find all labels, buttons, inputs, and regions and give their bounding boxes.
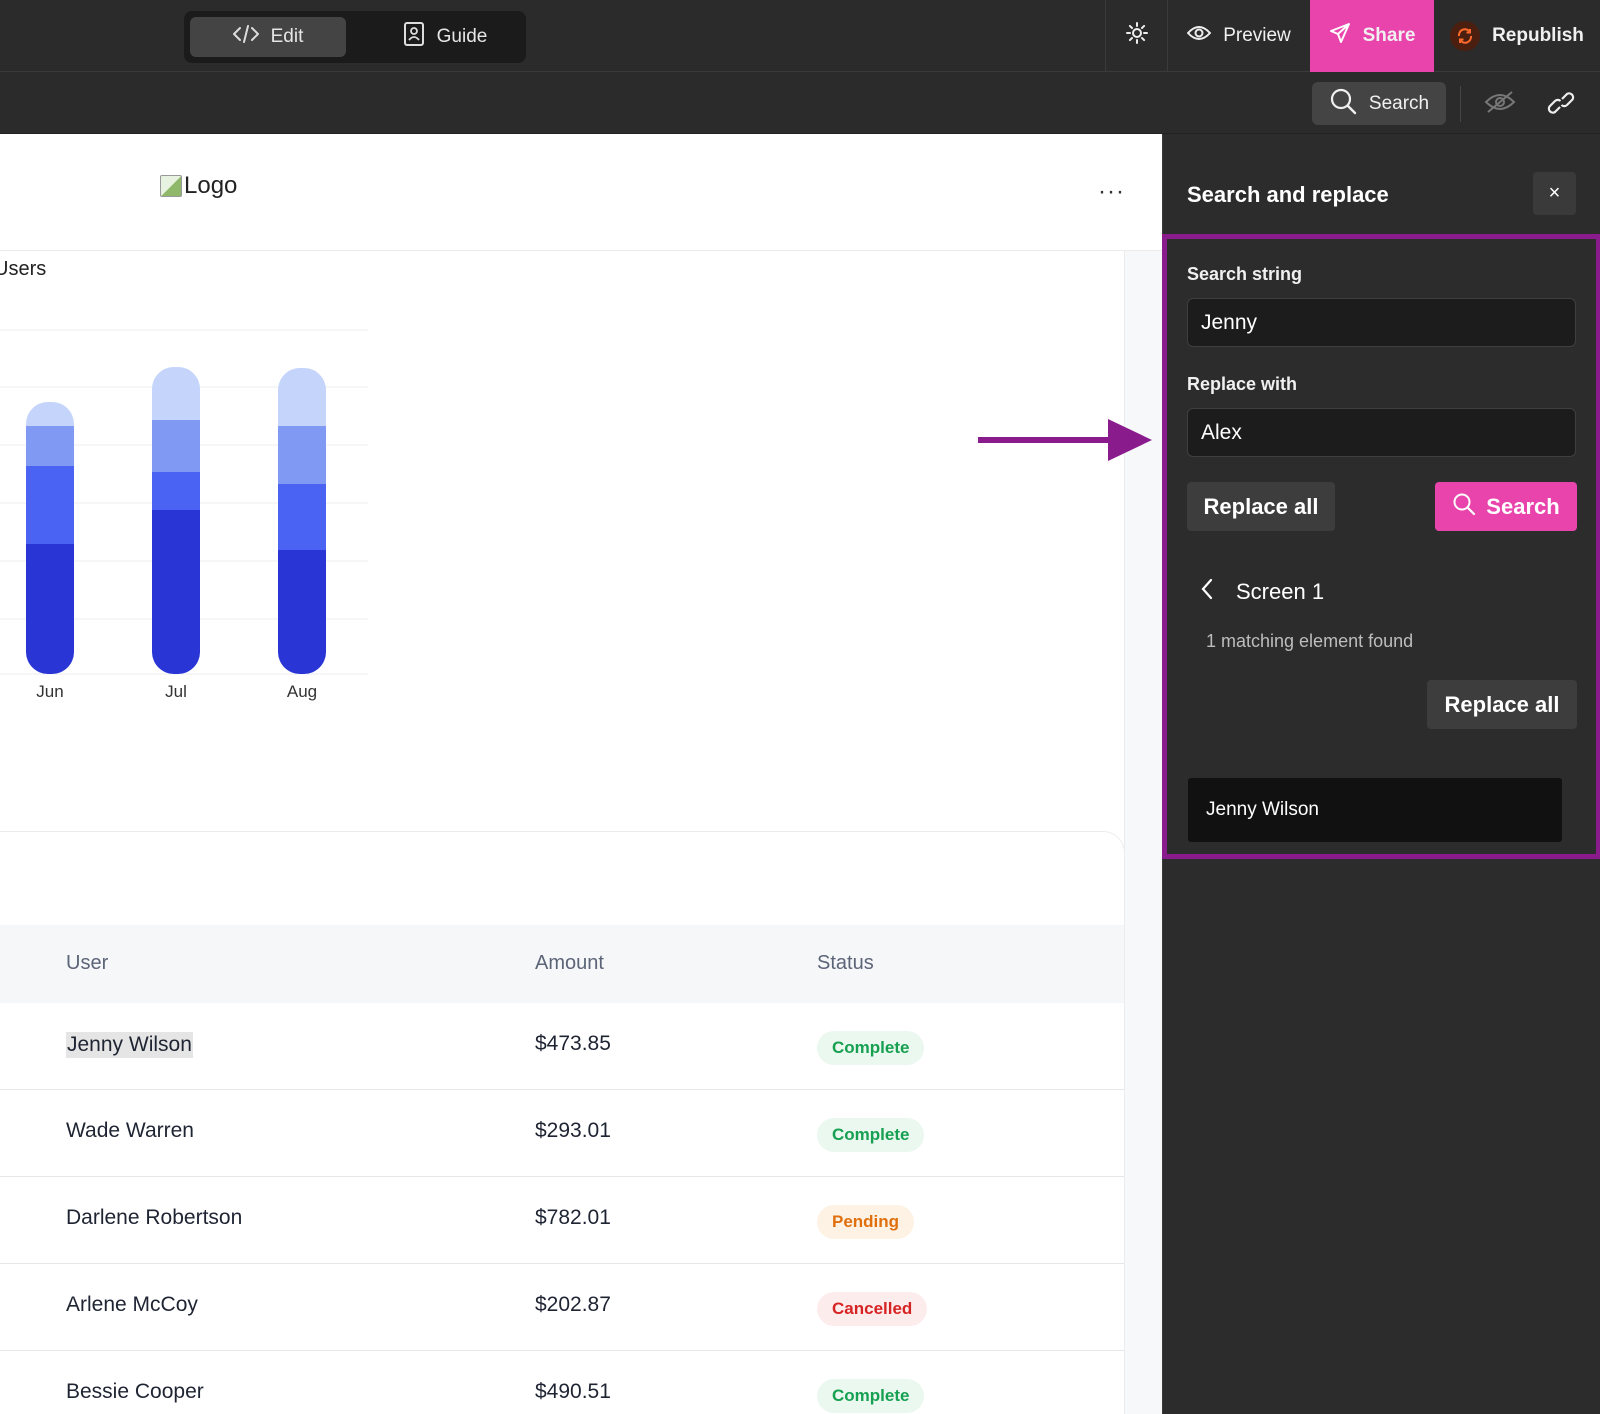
refresh-icon (1450, 21, 1481, 51)
matching-element-item[interactable]: Jenny Wilson (1188, 778, 1562, 842)
settings-button[interactable] (1105, 0, 1167, 72)
bar-segment-jun-1 (26, 544, 74, 674)
chevron-left-icon (1200, 578, 1214, 606)
match-count-text: 1 matching element found (1206, 631, 1414, 651)
secondary-toolbar: Search (0, 72, 1600, 134)
cell-user: Jenny Wilson (66, 1032, 193, 1058)
bar-segment-jun-4 (26, 402, 74, 426)
column-header-user[interactable]: User (66, 952, 109, 974)
mode-toggle: Edit Guide (184, 11, 526, 63)
screen-name: Screen 1 (1236, 579, 1325, 604)
send-icon (1329, 22, 1351, 50)
x-tick-label: Jun (36, 682, 63, 701)
cell-user: Bessie Cooper (66, 1380, 204, 1403)
users-bar-chart: Jun Jul Aug (0, 329, 368, 701)
cell-amount: $782.01 (535, 1206, 611, 1229)
bar-segment-aug-4 (278, 368, 326, 426)
status-badge: Complete (817, 1031, 925, 1065)
table-row[interactable]: Wade Warren $293.01 Complete (0, 1090, 1124, 1177)
close-icon: × (1548, 182, 1561, 204)
chart-title: Users (0, 258, 47, 280)
bar-segment-jun-3 (26, 426, 74, 466)
eye-icon (1186, 24, 1212, 48)
bar-segment-aug-1 (278, 550, 326, 674)
column-header-amount[interactable]: Amount (535, 952, 604, 974)
app-header: Logo ··· (0, 134, 1162, 251)
edit-mode-button[interactable]: Edit (190, 17, 346, 57)
eye-off-icon (1484, 90, 1516, 119)
republish-label: Republish (1492, 25, 1584, 46)
table-row[interactable]: Darlene Robertson $782.01 Pending (0, 1177, 1124, 1264)
bar-segment-jul-4 (152, 367, 200, 420)
guide-icon (403, 22, 425, 52)
cell-amount: $202.87 (535, 1293, 611, 1316)
share-button[interactable]: Share (1310, 0, 1434, 72)
hide-button[interactable] (1482, 86, 1518, 122)
screen-result-header[interactable]: Screen 1 (1200, 578, 1324, 606)
bar-segment-jul-2 (152, 472, 200, 510)
cell-user: Darlene Robertson (66, 1206, 243, 1229)
close-panel-button[interactable]: × (1533, 172, 1576, 215)
search-string-label: Search string (1187, 264, 1303, 284)
replace-all-screen-button[interactable]: Replace all (1427, 680, 1577, 729)
cell-amount: $473.85 (535, 1032, 611, 1055)
search-string-input[interactable]: Jenny (1187, 298, 1576, 347)
cell-user: Arlene McCoy (66, 1293, 198, 1316)
table-header (0, 925, 1124, 1003)
top-toolbar: Edit Guide Preview Share (0, 0, 1600, 72)
share-label: Share (1362, 25, 1416, 46)
top-actions: Preview Share Republish (1105, 0, 1600, 72)
bar-segment-jul-1 (152, 510, 200, 674)
search-button[interactable]: Search (1435, 482, 1577, 531)
guide-label: Guide (436, 26, 488, 47)
status-badge: Complete (817, 1118, 925, 1152)
search-replace-toggle[interactable]: Search (1312, 82, 1446, 125)
annotation-highlight-box (1162, 234, 1600, 859)
cell-amount: $490.51 (535, 1380, 611, 1403)
table-row[interactable]: Jenny Wilson $473.85 Complete (0, 1003, 1124, 1090)
link-button[interactable] (1543, 86, 1579, 122)
status-badge: Cancelled (817, 1292, 928, 1326)
status-badge: Pending (817, 1205, 915, 1239)
guide-mode-button[interactable]: Guide (380, 17, 510, 57)
annotation-arrow-icon (978, 419, 1152, 461)
search-button-label: Search (1486, 493, 1560, 519)
x-tick-label: Jul (165, 682, 187, 701)
divider (1460, 86, 1461, 122)
search-label: Search (1368, 92, 1430, 114)
logo: Logo (160, 172, 237, 200)
link-icon (1547, 88, 1575, 121)
more-menu-icon[interactable]: ··· (1098, 178, 1125, 205)
replace-all-button[interactable]: Replace all (1187, 482, 1335, 531)
bar-segment-jun-2 (26, 466, 74, 544)
edit-label: Edit (270, 26, 304, 47)
search-replace-panel: Search and replace (1162, 134, 1600, 1414)
bar-segment-aug-3 (278, 426, 326, 484)
search-icon (1329, 87, 1357, 121)
replace-with-input[interactable]: Alex (1187, 408, 1576, 457)
cell-user: Wade Warren (66, 1119, 194, 1142)
x-tick-label: Aug (287, 682, 317, 701)
table-row[interactable]: Bessie Cooper $490.51 Complete (0, 1351, 1124, 1414)
table-row[interactable]: Arlene McCoy $202.87 Cancelled (0, 1264, 1124, 1351)
status-badge: Complete (817, 1379, 925, 1413)
cell-amount: $293.01 (535, 1119, 611, 1142)
bar-segment-jul-3 (152, 420, 200, 472)
search-icon (1452, 492, 1476, 522)
preview-label: Preview (1223, 25, 1291, 46)
panel-title: Search and replace (1187, 182, 1389, 207)
gear-icon (1125, 21, 1149, 51)
preview-button[interactable]: Preview (1167, 0, 1310, 72)
code-icon (232, 24, 259, 50)
broken-image-icon (160, 175, 182, 197)
republish-button[interactable]: Republish (1434, 0, 1600, 72)
replace-with-label: Replace with (1187, 374, 1298, 394)
bar-segment-aug-2 (278, 484, 326, 550)
logo-alt-text: Logo (184, 172, 238, 199)
column-header-status[interactable]: Status (817, 952, 874, 974)
